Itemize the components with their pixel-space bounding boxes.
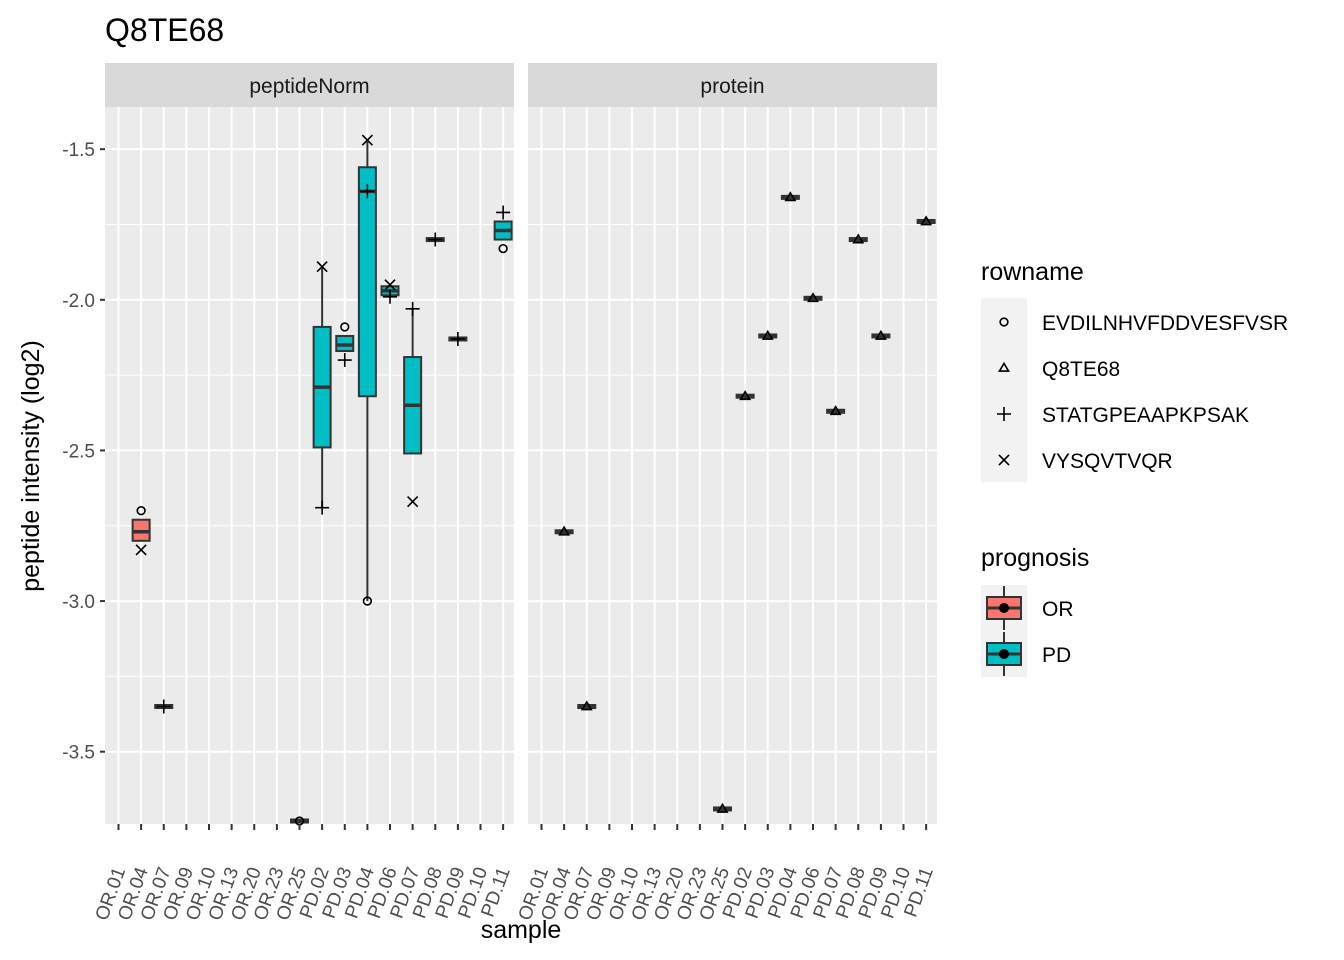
legend-rowname-title: rowname bbox=[981, 258, 1084, 286]
facet-panel-1: peptideNorm OR.01OR.04OR.07OR.09OR.10OR.… bbox=[92, 63, 515, 923]
facet-strip-1 bbox=[105, 63, 514, 107]
facet-strip-label-2: protein bbox=[700, 75, 764, 98]
plot-panel-1 bbox=[105, 107, 514, 824]
point-cross bbox=[361, 134, 373, 146]
point-triangle bbox=[920, 215, 933, 226]
box-PD.02 bbox=[312, 266, 332, 508]
box-PD.04 bbox=[357, 140, 377, 602]
legend-rowname-label-4: VYSQVTVQR bbox=[1042, 450, 1173, 473]
point-circle bbox=[498, 243, 508, 254]
legend-rowname-label-1: EVDILNHVFDDVESFVSR bbox=[1042, 312, 1288, 335]
point-plus bbox=[337, 353, 352, 368]
point-cross bbox=[316, 261, 328, 273]
gridlines-1 bbox=[105, 107, 514, 824]
facet-strip-label-1: peptideNorm bbox=[249, 75, 369, 98]
point-cross bbox=[135, 544, 147, 556]
box-PD.08 bbox=[848, 237, 868, 243]
point-triangle bbox=[761, 329, 774, 340]
point-triangle bbox=[807, 292, 819, 303]
gridlines-2 bbox=[528, 107, 937, 824]
legend-rowname: rowname EVDILNHVFDDVESFVSR Q8TE68 STATGP… bbox=[981, 258, 1288, 482]
point-triangle bbox=[580, 700, 593, 711]
point-plus bbox=[156, 699, 171, 714]
box-OR.07 bbox=[577, 704, 597, 710]
point-circle bbox=[362, 596, 373, 606]
point-triangle bbox=[739, 390, 752, 401]
point-plus bbox=[405, 301, 420, 316]
y-tick-label: -2.5 bbox=[62, 441, 95, 462]
point-circle bbox=[136, 506, 146, 516]
plot-panel-2 bbox=[528, 107, 937, 824]
point-cross bbox=[998, 454, 1010, 466]
point-triangle bbox=[829, 405, 842, 416]
marks-1 bbox=[131, 134, 513, 826]
point-circle bbox=[340, 322, 350, 332]
box-OR.04 bbox=[554, 529, 574, 535]
legend-rowname-label-2: Q8TE68 bbox=[1042, 358, 1120, 381]
y-tick-label: -3.0 bbox=[62, 592, 95, 613]
legend-rowname-label-3: STATGPEAAPKPSAK bbox=[1042, 404, 1249, 427]
legend-prognosis-keys bbox=[986, 586, 1022, 676]
point-cross bbox=[407, 496, 419, 508]
box-PD.02 bbox=[735, 393, 755, 399]
box-PD.03 bbox=[335, 334, 355, 353]
point-plus bbox=[315, 500, 330, 515]
box-rect bbox=[357, 166, 377, 398]
legend-rowname-key-bg bbox=[981, 298, 1027, 482]
x-ticks-1: OR.01OR.04OR.07OR.09OR.10OR.13OR.20OR.23… bbox=[92, 824, 515, 923]
legend-prognosis-label-pd: PD bbox=[1042, 644, 1071, 667]
box-OR.25 bbox=[713, 806, 733, 812]
box-PD.07 bbox=[403, 308, 423, 455]
legend-key-point bbox=[999, 603, 1009, 613]
y-tick-label: -2.0 bbox=[62, 291, 95, 312]
legend-rowname-keys bbox=[997, 317, 1011, 466]
point-plus bbox=[428, 232, 443, 247]
legend-prognosis-title: prognosis bbox=[981, 544, 1089, 572]
y-axis: -1.5 -2.0 -2.5 -3.0 -3.5 bbox=[62, 140, 105, 764]
point-plus bbox=[450, 331, 465, 346]
y-tick-label: -1.5 bbox=[62, 140, 95, 161]
box-PD.04 bbox=[780, 194, 800, 200]
box-PD.11 bbox=[916, 218, 936, 224]
box-PD.06 bbox=[803, 295, 823, 301]
y-tick-label: -3.5 bbox=[62, 743, 95, 764]
legend-key-or bbox=[986, 586, 1022, 630]
point-triangle bbox=[874, 329, 887, 340]
point-triangle bbox=[998, 361, 1010, 372]
box-PD.03 bbox=[758, 333, 778, 339]
box-PD.07 bbox=[826, 408, 846, 414]
box-OR.25 bbox=[290, 818, 310, 824]
x-axis-title: sample bbox=[481, 916, 562, 944]
box-PD.09 bbox=[871, 333, 891, 339]
point-plus bbox=[383, 289, 398, 304]
facet-panel-2: protein OR.01OR.04OR.07OR.09OR.10OR.13OR… bbox=[515, 63, 938, 923]
point-plus bbox=[496, 205, 511, 220]
legend-prognosis: prognosis OR PD bbox=[981, 544, 1089, 677]
point-triangle bbox=[784, 191, 797, 202]
legend-key-point bbox=[999, 649, 1009, 659]
point-plus bbox=[360, 184, 375, 199]
box-OR.04 bbox=[131, 518, 151, 542]
y-axis-title: peptide intensity (log2) bbox=[17, 340, 45, 592]
facet-strip-2 bbox=[528, 63, 937, 107]
point-triangle bbox=[852, 233, 865, 244]
point-plus bbox=[997, 407, 1011, 421]
chart-title: Q8TE68 bbox=[105, 12, 224, 48]
legend-prognosis-label-or: OR bbox=[1042, 598, 1074, 621]
point-circle bbox=[999, 317, 1009, 327]
legend-key-pd bbox=[986, 632, 1022, 676]
point-cross bbox=[384, 279, 396, 291]
point-triangle bbox=[558, 525, 571, 536]
point-triangle bbox=[716, 802, 729, 813]
box-PD.11 bbox=[493, 220, 513, 241]
marks-2 bbox=[554, 191, 936, 813]
x-ticks-2: OR.01OR.04OR.07OR.09OR.10OR.13OR.20OR.23… bbox=[515, 824, 938, 923]
